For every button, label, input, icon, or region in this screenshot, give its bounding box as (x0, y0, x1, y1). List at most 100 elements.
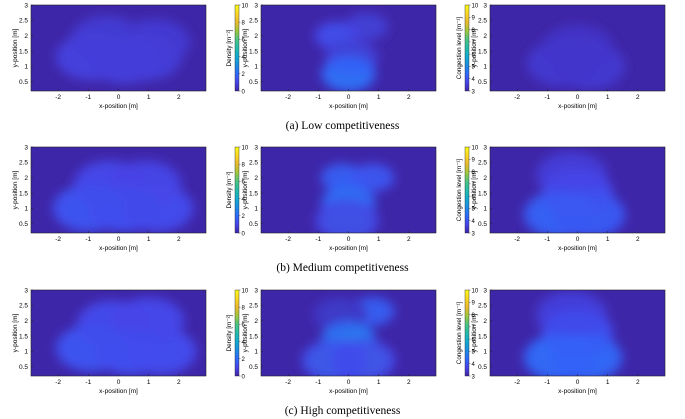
colorbar-tick-label: 4 (242, 340, 246, 346)
y-tick-label: 1 (483, 206, 487, 213)
y-tick-label: 2 (254, 33, 258, 40)
density-blob (301, 339, 366, 376)
y-tick-label: 1.5 (249, 190, 258, 197)
y-tick-label: 2 (24, 175, 28, 182)
colorbar (234, 146, 240, 234)
y-tick-label: 0.5 (478, 221, 487, 228)
colorbar-tick-label: 2 (242, 357, 246, 363)
x-tick-label: -2 (55, 379, 61, 386)
x-tick-label: 1 (377, 94, 381, 101)
y-tick-label: 1 (483, 349, 487, 356)
colorbar-tick-label: 5 (472, 350, 476, 356)
y-tick-label: 1.5 (19, 190, 28, 197)
y-tick-label: 1 (24, 64, 28, 71)
x-tick-label: 1 (606, 236, 610, 243)
y-tick-label: 2 (254, 175, 258, 182)
colorbar-tick-label: 6 (472, 194, 476, 200)
colorbar-tick-label: 10 (242, 288, 249, 294)
colorbar-tick-label: 9 (472, 158, 476, 164)
x-tick-label: 1 (147, 94, 151, 101)
x-axis-label: x-position [m] (558, 103, 597, 110)
x-tick-label: 2 (636, 94, 640, 101)
x-tick-label: 0 (117, 236, 121, 243)
x-tick-label: 0 (117, 94, 121, 101)
x-tick-label: 2 (636, 379, 640, 386)
x-tick-label: -2 (55, 236, 61, 243)
y-tick-label: 2.5 (19, 303, 28, 310)
y-tick-label: 0.5 (19, 221, 28, 228)
y-tick-label: 2 (483, 33, 487, 40)
colorbar (464, 146, 470, 234)
colorbar-tick-label: 2 (242, 72, 246, 78)
colorbar-tick-label: 7 (472, 325, 476, 331)
x-tick-label: 0 (576, 379, 580, 386)
x-tick-label: 1 (147, 236, 151, 243)
colorbar-label: Density [m⁻²] (226, 171, 233, 208)
x-tick-label: -2 (285, 379, 291, 386)
y-tick-label: 1.5 (19, 48, 28, 55)
x-tick-label: -2 (285, 94, 291, 101)
x-axis-label: x-position [m] (99, 388, 138, 395)
heatmap-congestion-row2: -2 -1 0 1 20.511.522.53x-position [m]y-posit… (242, 144, 479, 252)
x-tick-label: 0 (347, 379, 351, 386)
colorbar-tick-label: 6 (472, 52, 476, 58)
y-tick-label: 2 (254, 318, 258, 325)
density-blob (51, 184, 125, 233)
heatmap-congestion-row1: -2 -1 0 1 20.511.522.53x-position [m]y-posit… (242, 2, 479, 110)
x-tick-label: 1 (377, 236, 381, 243)
x-tick-label: 2 (177, 379, 181, 386)
colorbar-tick-label: 3 (472, 374, 476, 380)
x-tick-label: 2 (407, 236, 411, 243)
x-axis-label: x-position [m] (329, 388, 368, 395)
y-tick-label: 1 (24, 206, 28, 213)
colorbar-tick-label: 6 (242, 323, 246, 329)
x-tick-label: -1 (315, 236, 321, 243)
colorbar-label: Congestion level [m⁻¹] (456, 302, 463, 365)
heatmap-congestion-row3: -2 -1 0 1 20.511.522.53x-position [m]y-posit… (242, 287, 479, 395)
x-tick-label: -1 (544, 94, 550, 101)
x-tick-label: 0 (117, 379, 121, 386)
y-tick-label: 0.5 (478, 79, 487, 86)
x-tick-label: 0 (347, 94, 351, 101)
y-axis-label: y-position [m] (242, 170, 249, 209)
caption-high: (c) High competitiveness (284, 405, 401, 417)
colorbar-tick-label: 3 (472, 231, 476, 237)
x-tick-label: -1 (85, 94, 91, 101)
colorbar-tick-label: 8 (242, 21, 246, 27)
y-tick-label: 0.5 (249, 221, 258, 228)
colorbar-tick-label: 0 (242, 374, 246, 380)
x-axis-label: x-position [m] (558, 245, 597, 252)
y-tick-label: 3 (24, 287, 28, 294)
y-tick-label: 1 (254, 206, 258, 213)
y-tick-label: 1.5 (478, 333, 487, 340)
y-tick-label: 2.5 (19, 18, 28, 25)
density-blob (88, 36, 161, 85)
colorbar-tick-label: 9 (472, 301, 476, 307)
y-tick-label: 1 (483, 64, 487, 71)
heatmap-crowd-danger-row3: -2 -1 0 1 2 0.5 1 1.5 2 2.5 3 x-position [m] y-posit… (471, 287, 666, 395)
x-tick-label: -1 (315, 379, 321, 386)
heatmap-crowd-danger-row2: -2 -1 0 1 2 0.5 1 1.5 2 2.5 3 x-position [m] y-posit… (471, 144, 666, 252)
y-tick-label: 0.5 (249, 79, 258, 86)
heatmap-crowd-danger-row1: -2 -1 0 1 2 0.5 1 1.5 2 2.5 3 x-position [m] y-posit… (471, 2, 666, 110)
x-tick-label: 1 (377, 379, 381, 386)
density-blob (314, 199, 380, 233)
colorbar-tick-label: 10 (472, 3, 479, 9)
y-tick-label: 0.5 (19, 364, 28, 371)
colorbar-tick-label: 3 (472, 89, 476, 95)
density-blob (320, 56, 377, 91)
y-axis-label: y-position [m] (242, 313, 249, 352)
y-tick-label: 2.5 (249, 18, 258, 25)
colorbar (234, 289, 240, 377)
x-axis-label: x-position [m] (329, 103, 368, 110)
colorbar-tick-label: 8 (472, 28, 476, 34)
density-blob (553, 42, 626, 91)
y-tick-label: 2 (24, 33, 28, 40)
x-tick-label: 0 (576, 236, 580, 243)
y-tick-label: 1 (24, 349, 28, 356)
heatmap-density-row3: -2 -1 0 1 2 0.5 1 1.5 2 2.5 3 x-position [m] y-posit… (12, 287, 249, 395)
y-tick-label: 0.5 (19, 79, 28, 86)
y-tick-label: 1.5 (19, 333, 28, 340)
y-tick-label: 1.5 (249, 48, 258, 55)
